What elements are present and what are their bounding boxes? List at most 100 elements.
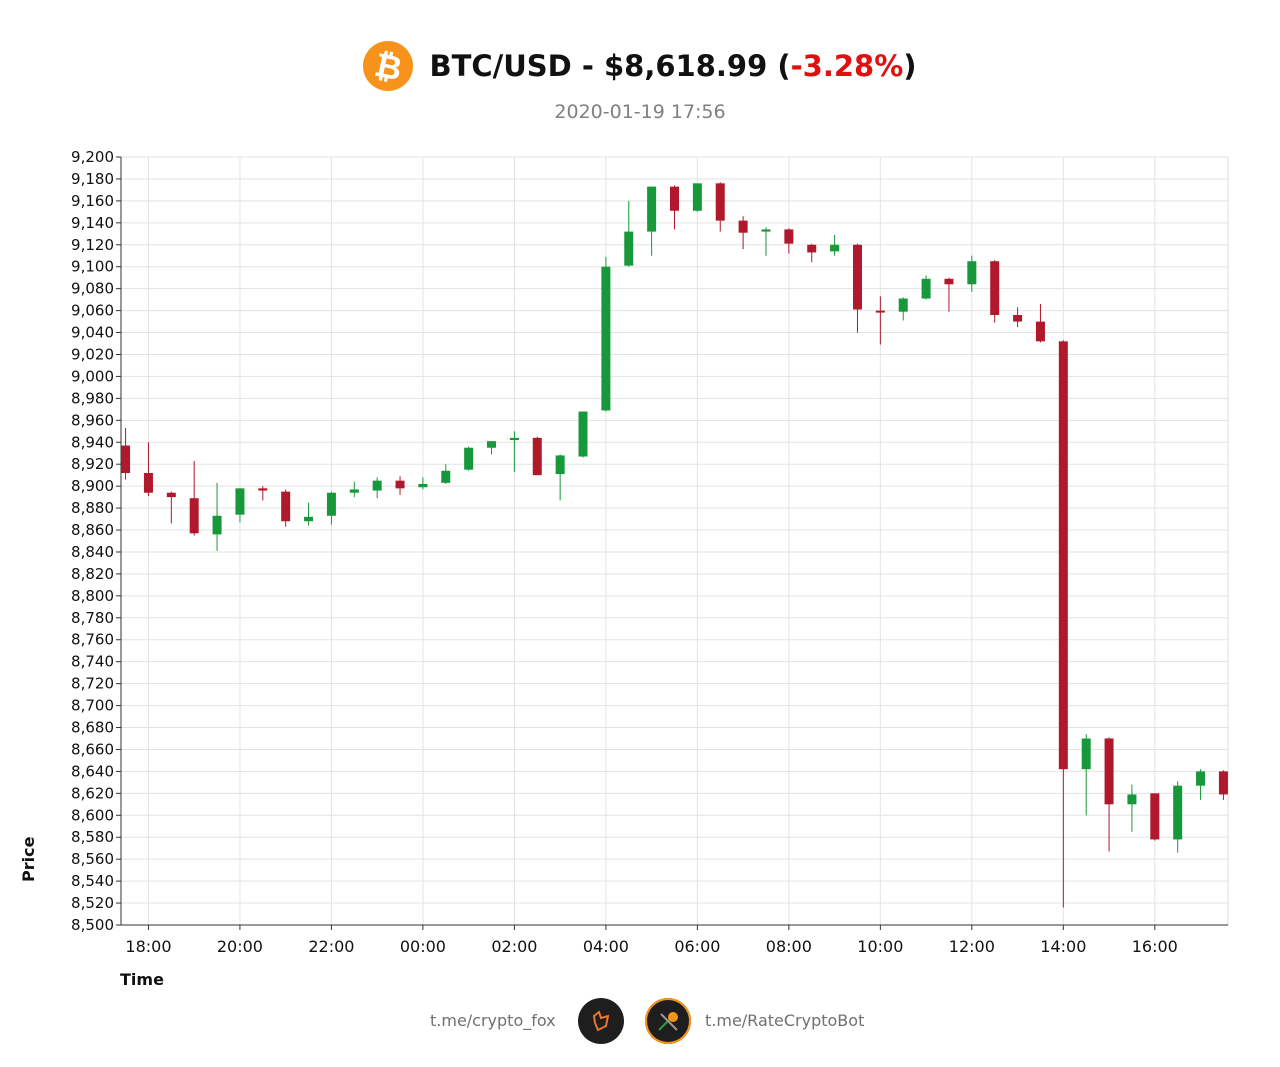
y-tick-label: 9,200: [71, 148, 114, 166]
candle: [349, 481, 359, 498]
candle: [761, 227, 771, 256]
candle: [601, 256, 611, 412]
y-tick-label: 8,660: [71, 740, 114, 758]
x-tick-label: 08:00: [766, 937, 812, 956]
y-tick-label: 8,940: [71, 433, 114, 451]
candle: [830, 234, 840, 256]
crypto-fox-link[interactable]: t.me/crypto_fox: [430, 1011, 556, 1030]
candle-body: [1081, 738, 1091, 770]
candle-body: [1150, 793, 1160, 840]
x-tick-label: 10:00: [857, 937, 903, 956]
candle: [1081, 734, 1091, 816]
candle-body: [967, 261, 977, 285]
candle-body: [898, 298, 908, 312]
candle: [326, 491, 336, 525]
x-tick-label: 12:00: [949, 937, 995, 956]
y-tick-label: 8,540: [71, 872, 114, 890]
y-tick-label: 8,900: [71, 477, 114, 495]
candle-body: [692, 183, 702, 211]
candle-body: [944, 278, 954, 285]
y-tick-label: 9,100: [71, 258, 114, 276]
candle-body: [395, 480, 405, 489]
candle-body: [601, 266, 611, 411]
x-tick-label: 18:00: [125, 937, 171, 956]
y-tick-label: 8,840: [71, 543, 114, 561]
candle-body: [212, 515, 222, 535]
y-tick-label: 9,040: [71, 324, 114, 342]
candle-body: [875, 310, 885, 313]
y-tick-label: 8,600: [71, 806, 114, 824]
y-tick-label: 9,140: [71, 214, 114, 232]
y-tick-label: 8,700: [71, 697, 114, 715]
y-tick-label: 8,500: [71, 916, 114, 934]
candle: [1035, 304, 1045, 343]
candle: [807, 243, 817, 263]
y-tick-label: 9,160: [71, 192, 114, 210]
x-tick-label: 02:00: [491, 937, 537, 956]
candles: [121, 182, 1228, 908]
chart-title: BTC/USD - $8,618.99 (-3.28%): [429, 49, 916, 83]
x-axis-label: Time: [120, 970, 164, 989]
x-tick-label: 14:00: [1040, 937, 1086, 956]
x-tick-label: 00:00: [400, 937, 446, 956]
y-tick-label: 8,760: [71, 631, 114, 649]
candle-body: [1173, 785, 1183, 840]
candle-body: [326, 492, 336, 516]
candle: [738, 216, 748, 250]
candle: [1127, 784, 1137, 832]
y-tick-label: 8,680: [71, 719, 114, 737]
candle: [898, 297, 908, 321]
candle: [715, 182, 725, 232]
candle-body: [555, 455, 565, 475]
candle: [509, 431, 519, 472]
rate-crypto-bot-link[interactable]: t.me/RateCryptoBot: [705, 1011, 865, 1030]
chart-subtitle: 2020-01-19 17:56: [554, 101, 726, 123]
bitcoin-bot-avatar-icon: [645, 998, 691, 1044]
candle: [967, 255, 977, 292]
candle: [990, 260, 1000, 323]
x-tick-label: 20:00: [217, 937, 263, 956]
candle: [921, 275, 931, 300]
candle-body: [372, 480, 382, 491]
candle: [578, 411, 588, 458]
y-tick-label: 8,860: [71, 521, 114, 539]
candle-body: [1104, 738, 1114, 805]
candle: [395, 476, 405, 495]
y-tick-label: 9,000: [71, 367, 114, 385]
x-tick-label: 16:00: [1132, 937, 1178, 956]
candle-body: [235, 488, 245, 515]
candle: [464, 446, 474, 471]
y-tick-label: 8,740: [71, 653, 114, 671]
bitcoin-icon: ₿: [363, 41, 414, 91]
candle-body: [1035, 321, 1045, 342]
x-tick-label: 04:00: [583, 937, 629, 956]
x-tick-label: 22:00: [308, 937, 354, 956]
candle: [1058, 340, 1068, 908]
candle: [143, 442, 153, 497]
footer: t.me/crypto_fox t.me/RateCryptoBot: [0, 996, 1280, 1046]
candle-body: [761, 229, 771, 232]
y-tick-label: 8,820: [71, 565, 114, 583]
candle: [647, 186, 657, 256]
candle: [166, 491, 176, 524]
candle: [258, 486, 268, 501]
candle: [670, 185, 679, 230]
candle-body: [441, 470, 451, 483]
candle-body: [670, 186, 679, 211]
candle-body: [990, 261, 1000, 315]
candle-body: [1196, 771, 1206, 786]
candle-body: [647, 186, 657, 232]
candle: [121, 427, 131, 480]
candle: [304, 502, 314, 526]
candle: [692, 183, 702, 212]
y-tick-label: 8,560: [71, 850, 114, 868]
candle-body: [418, 483, 428, 488]
title-suffix: ): [903, 49, 917, 83]
candle-body: [487, 441, 497, 448]
candle: [1173, 781, 1183, 853]
y-tick-label: 8,800: [71, 587, 114, 605]
candle-body: [830, 244, 840, 252]
fox-avatar-icon: [578, 998, 624, 1044]
candle: [1218, 770, 1228, 800]
candle-body: [1013, 314, 1023, 322]
